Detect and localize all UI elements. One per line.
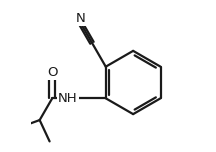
Text: O: O: [47, 66, 57, 79]
Text: NH: NH: [58, 92, 78, 105]
Text: N: N: [75, 12, 85, 25]
